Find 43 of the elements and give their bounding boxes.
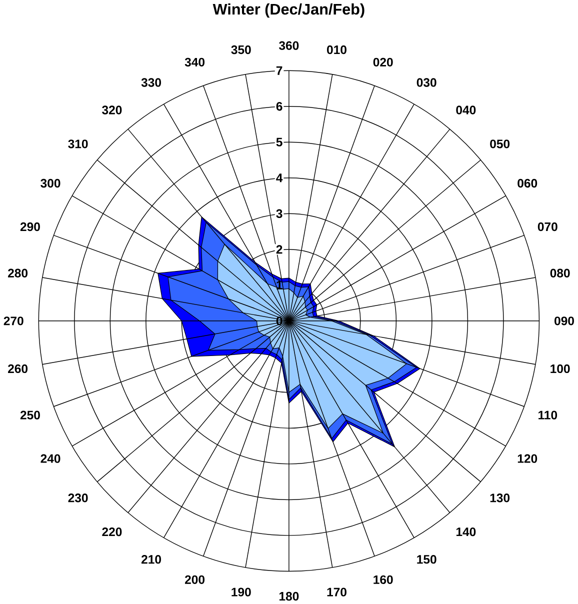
spoke-label: 120	[518, 454, 538, 463]
y-tick-label: 3	[276, 209, 282, 218]
spoke-label: 060	[518, 178, 538, 188]
spoke-label: 020	[373, 58, 393, 67]
y-tick-label: 6	[276, 102, 282, 111]
spoke-label: 090	[554, 316, 574, 326]
spoke-label: 230	[68, 494, 88, 502]
spoke-label: 010	[327, 45, 347, 54]
spoke-label: 180	[280, 592, 299, 601]
spoke-label: 170	[327, 588, 347, 596]
spoke-label: 220	[102, 527, 122, 536]
spoke-label: 040	[456, 106, 476, 114]
y-tick-label: 7	[276, 66, 282, 75]
spoke-label: 140	[456, 527, 476, 536]
y-tick-label: 2	[276, 245, 282, 254]
spoke-label: 050	[490, 140, 510, 148]
spoke-label: 150	[417, 555, 436, 564]
y-tick-label: 4	[276, 174, 283, 182]
spoke-label: 310	[68, 140, 88, 148]
spoke-label: 160	[374, 575, 393, 584]
spoke-label: 300	[40, 178, 60, 188]
spoke-label: 260	[8, 364, 28, 374]
spoke-label: 210	[142, 555, 162, 564]
spoke-label: 320	[102, 106, 122, 114]
spoke-label: 030	[416, 78, 436, 87]
y-tick-label: 5	[276, 138, 282, 146]
spoke-label: 290	[20, 222, 40, 232]
spoke-label: 190	[232, 588, 251, 596]
spoke-label: 250	[20, 410, 40, 420]
spoke-label: 270	[4, 316, 24, 326]
spoke-label: 340	[184, 58, 205, 67]
chart-title: Winter (Dec/Jan/Feb)	[212, 3, 364, 18]
spoke-label: 080	[550, 268, 570, 278]
spoke-label: 350	[231, 45, 251, 54]
spoke-label: 100	[550, 364, 570, 374]
spoke-label: 070	[538, 222, 558, 232]
spoke-label: 360	[279, 41, 299, 50]
spoke-label: 110	[538, 410, 558, 420]
spoke-label: 280	[8, 268, 28, 278]
spoke-label: 240	[40, 454, 60, 463]
spoke-label: 200	[185, 575, 205, 584]
spoke-label: 130	[490, 494, 510, 502]
spoke-label: 330	[141, 78, 162, 87]
